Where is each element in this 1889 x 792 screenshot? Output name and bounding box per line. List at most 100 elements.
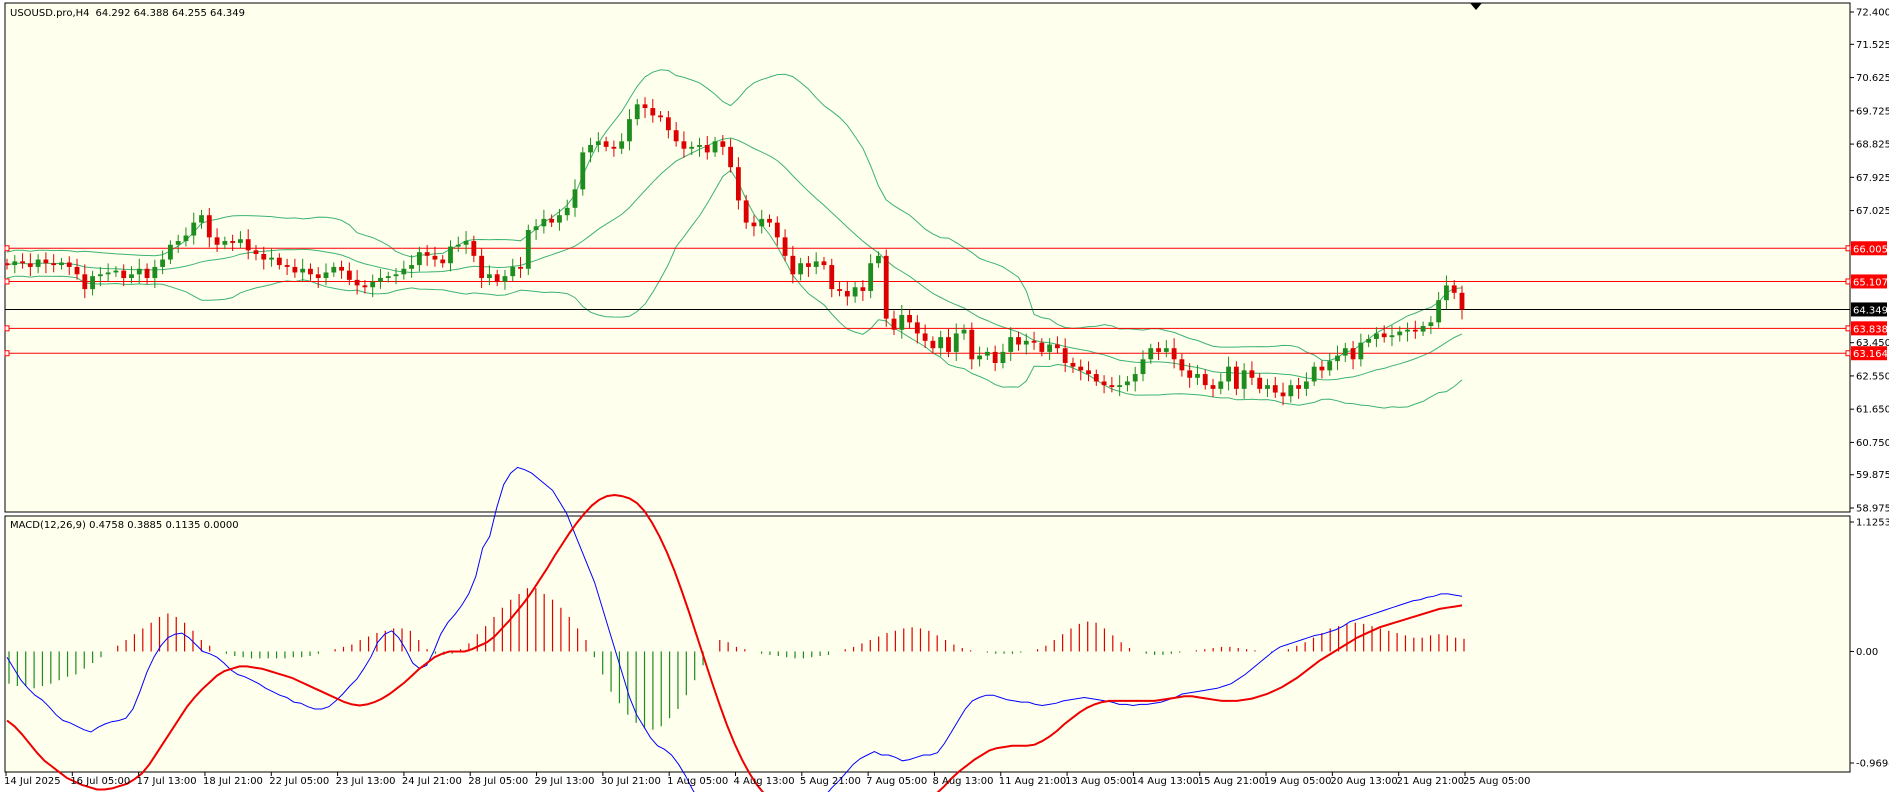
level-handle <box>1845 278 1851 285</box>
candle-body <box>393 274 399 277</box>
candle-body <box>541 218 547 227</box>
candle-body <box>1218 381 1224 389</box>
time-tick-label: 4 Aug 13:00 <box>734 776 795 787</box>
time-tick-label: 17 Jul 13:00 <box>137 776 197 787</box>
level-tag <box>1851 302 1887 317</box>
candle-body <box>922 333 928 341</box>
level-handle <box>1845 245 1851 252</box>
candle-body <box>97 274 103 277</box>
candle-body <box>1280 392 1286 397</box>
candle-body <box>1397 331 1403 336</box>
candle-body <box>728 146 734 168</box>
level-tag <box>1851 346 1887 361</box>
candle-body <box>82 274 88 290</box>
candle-body <box>1132 374 1138 382</box>
candle-body <box>323 272 329 279</box>
candle-body <box>4 263 10 266</box>
candle-body <box>1000 351 1006 363</box>
price-tick-label: 70.625 <box>1856 73 1889 84</box>
time-tick-label: 21 Aug 21:00 <box>1397 776 1464 787</box>
candle-body <box>564 207 570 216</box>
candle-body <box>572 189 578 208</box>
level-handle <box>1845 325 1851 332</box>
candle-body <box>432 255 438 260</box>
candle-body <box>953 333 959 352</box>
candle-body <box>580 152 586 190</box>
time-tick-label: 24 Jul 21:00 <box>402 776 462 787</box>
candle-body <box>518 266 523 269</box>
candle-body <box>743 200 749 223</box>
time-tick-label: 5 Aug 21:00 <box>800 776 861 787</box>
level-tag-label: 66.005 <box>1853 244 1888 255</box>
candle-body <box>1459 292 1465 310</box>
macd-label: MACD(12,26,9) 0.4758 0.3885 0.1135 0.000… <box>10 520 239 531</box>
candle-body <box>346 270 352 280</box>
candle-body <box>144 268 150 279</box>
candle-body <box>603 141 609 147</box>
candle-body <box>1412 329 1418 332</box>
candle-body <box>1093 374 1099 382</box>
candle-body <box>471 241 477 256</box>
candle-body <box>790 255 796 275</box>
price-tick-label: 69.725 <box>1856 106 1889 117</box>
time-tick-label: 22 Jul 05:00 <box>269 776 329 787</box>
candle-body <box>66 262 72 267</box>
candle-body <box>308 268 313 275</box>
candle-body <box>230 241 236 243</box>
candle-body <box>860 287 866 291</box>
price-panel[interactable] <box>4 2 1851 513</box>
shift-marker-icon[interactable] <box>1470 3 1482 10</box>
price-tick-label: 63.450 <box>1856 338 1889 349</box>
horizontal-levels[interactable]: 66.005 65.107 64.349 63.838 63.164 <box>4 241 1888 361</box>
candle-body <box>984 351 990 356</box>
candle-body <box>315 274 321 279</box>
price-axis: 72.400 71.525 70.625 69.725 68.825 67.925 67.0… <box>1850 8 1889 515</box>
candle-body <box>992 351 998 363</box>
level-tag-label: 65.107 <box>1853 277 1888 288</box>
candle-body <box>876 255 881 264</box>
candle-body <box>1070 362 1076 367</box>
time-tick-label: 14 Aug 13:00 <box>1131 776 1198 787</box>
candle-body <box>1047 344 1053 352</box>
band-lower <box>6 169 1463 409</box>
candle-body <box>206 215 212 238</box>
candle-body <box>868 263 874 291</box>
candle-body <box>51 263 57 266</box>
time-axis: 14 Jul 2025 16 Jul 05:00 17 Jul 13:00 18 Ju… <box>4 772 1530 787</box>
candle-body <box>658 115 663 118</box>
candle-body <box>611 146 617 149</box>
candle-body <box>1249 370 1255 378</box>
time-tick-label: 16 Jul 05:00 <box>70 776 130 787</box>
macd-axis: 1.1253 0.00 -0.9694 <box>1850 518 1889 770</box>
candle-body <box>852 287 858 297</box>
candle-body <box>105 272 111 275</box>
candle-body <box>891 318 897 330</box>
macd-panel[interactable] <box>4 515 1851 773</box>
candle-body <box>245 239 251 251</box>
time-tick-label: 1 Aug 05:00 <box>667 776 728 787</box>
candle-body <box>175 241 181 245</box>
candle-body <box>837 289 842 291</box>
candle-body <box>160 259 166 267</box>
candle-body <box>1272 385 1278 393</box>
candle-body <box>1086 370 1091 375</box>
candle-body <box>1381 333 1387 338</box>
price-tick-label: 58.975 <box>1856 504 1889 515</box>
candle-body <box>362 285 368 288</box>
time-tick-label: 20 Aug 13:00 <box>1330 776 1397 787</box>
level-handle <box>4 325 10 332</box>
candle-body <box>697 145 702 147</box>
ohlc-header: 64.292 64.388 64.255 64.349 <box>96 8 246 19</box>
time-tick-label: 23 Jul 13:00 <box>336 776 396 787</box>
candle-body <box>720 141 726 147</box>
candle-body <box>767 218 772 223</box>
candle-body <box>1303 381 1309 389</box>
candle-body <box>1117 385 1123 388</box>
candle-body <box>759 218 765 227</box>
candle-body <box>1031 340 1037 343</box>
candle-body <box>1358 342 1364 360</box>
level-tag-label: 63.838 <box>1853 324 1888 335</box>
candle-body <box>463 241 469 245</box>
candle-body <box>1171 348 1177 360</box>
